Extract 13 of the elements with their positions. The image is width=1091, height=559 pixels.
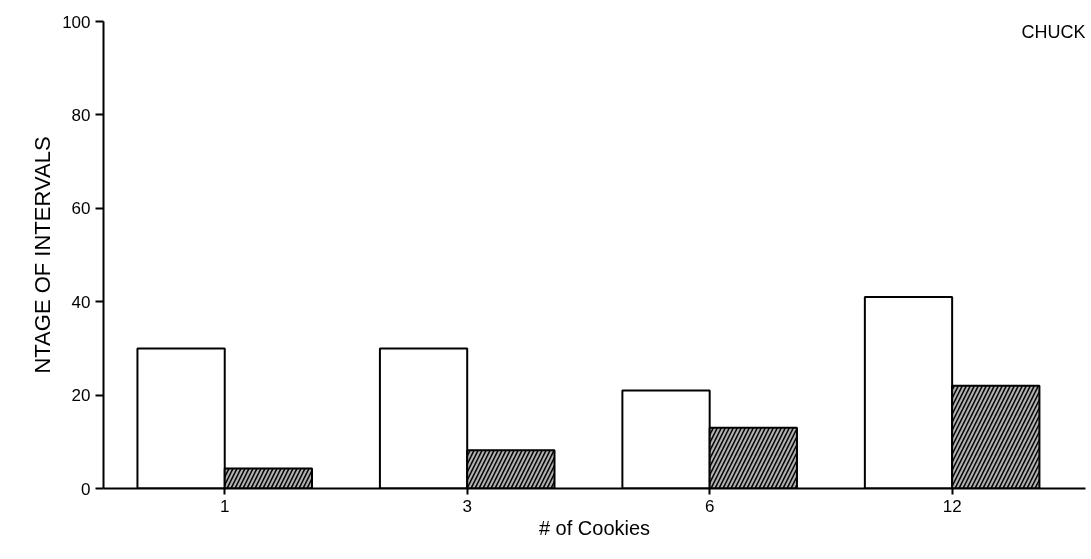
y-tick-label: 0 [81,479,91,499]
x-axis-title: # of Cookies [538,516,651,539]
y-tick-label: 80 [71,105,91,125]
annotation: CHUCK [1021,21,1086,42]
y-tick-label: 20 [71,386,91,406]
x-tick-label: 12 [942,496,962,516]
y-axis-title: NTAGE OF INTERVALS [30,136,56,374]
y-tick-label: 40 [71,292,91,312]
x-tick-label: 3 [462,496,472,516]
x-tick-label: 1 [220,496,230,516]
y-tick-label: 60 [71,199,91,219]
x-tick-label: 6 [704,496,715,516]
y-tick-label: 100 [62,12,91,32]
